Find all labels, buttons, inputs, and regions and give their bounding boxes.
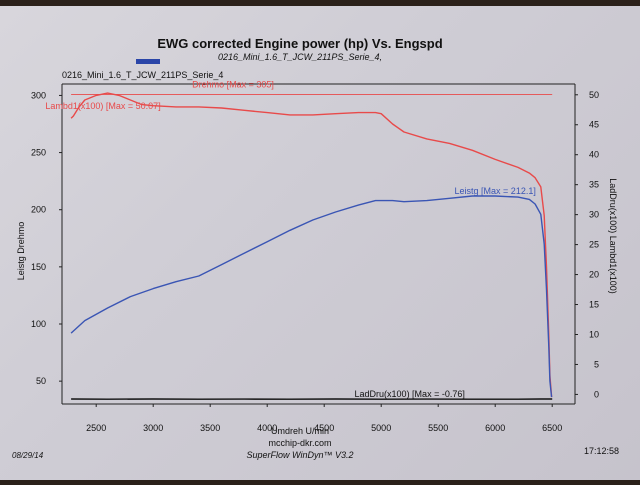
y-left-tick-label: 150 <box>31 262 46 272</box>
series-annotation-laddru-x100: LadDru(x100) [Max = -0.76] <box>355 389 465 399</box>
series-line-drehmo <box>71 93 551 397</box>
footer-site: mcchip-dkr.com <box>268 438 331 448</box>
footer-date: 08/29/14 <box>12 451 44 460</box>
y-right-tick-label: 30 <box>589 210 599 220</box>
y-right-tick-label: 0 <box>594 389 599 399</box>
y-right-tick-label: 50 <box>589 90 599 100</box>
y-right-tick-label: 10 <box>589 329 599 339</box>
y-right-tick-label: 45 <box>589 120 599 130</box>
chart-title: EWG corrected Engine power (hp) Vs. Engs… <box>157 36 442 51</box>
series-annotation-lambd1-x100: Lambd1(x100) [Max = 50.07] <box>45 101 160 111</box>
legend-run-label: 0216_Mini_1.6_T_JCW_211PS_Serie_4 <box>62 70 223 80</box>
series-line-leistg <box>71 196 551 397</box>
dyno-chart: EWG corrected Engine power (hp) Vs. Engs… <box>0 6 640 480</box>
y-left-tick-label: 200 <box>31 205 46 215</box>
footer-software: SuperFlow WinDyn™ V3.2 <box>247 450 354 460</box>
x-tick-label: 6000 <box>485 423 505 433</box>
y-right-tick-label: 15 <box>589 300 599 310</box>
legend-swatch <box>136 59 160 64</box>
y-axis-label-right: LadDru(x100) Lambd1(x100) <box>608 178 618 294</box>
x-tick-label: 5000 <box>371 423 391 433</box>
x-tick-label: 3000 <box>143 423 163 433</box>
chart-subtitle: 0216_Mini_1.6_T_JCW_211PS_Serie_4, <box>218 52 382 62</box>
y-right-tick-label: 25 <box>589 240 599 250</box>
y-left-tick-label: 50 <box>36 376 46 386</box>
y-left-tick-label: 100 <box>31 319 46 329</box>
y-axis-label-left: Leistg Drehmo <box>16 222 26 281</box>
series-annotation-leistg: Leistg [Max = 212.1] <box>455 186 536 196</box>
y-left-tick-label: 300 <box>31 90 46 100</box>
series-annotation-drehmo: Drehmo [Max = 305] <box>192 80 274 90</box>
x-tick-label: 5500 <box>428 423 448 433</box>
y-right-tick-label: 5 <box>594 359 599 369</box>
y-right-tick-label: 35 <box>589 180 599 190</box>
y-left-tick-label: 250 <box>31 148 46 158</box>
footer-time: 17:12:58 <box>584 446 619 456</box>
plot-frame <box>62 84 575 404</box>
x-tick-label: 3500 <box>200 423 220 433</box>
y-right-tick-label: 20 <box>589 270 599 280</box>
y-right-tick-label: 40 <box>589 150 599 160</box>
x-axis-label: Umdreh U/min <box>271 426 329 436</box>
x-tick-label: 2500 <box>86 423 106 433</box>
dyno-chart-sheet: EWG corrected Engine power (hp) Vs. Engs… <box>0 6 640 480</box>
x-tick-label: 6500 <box>542 423 562 433</box>
